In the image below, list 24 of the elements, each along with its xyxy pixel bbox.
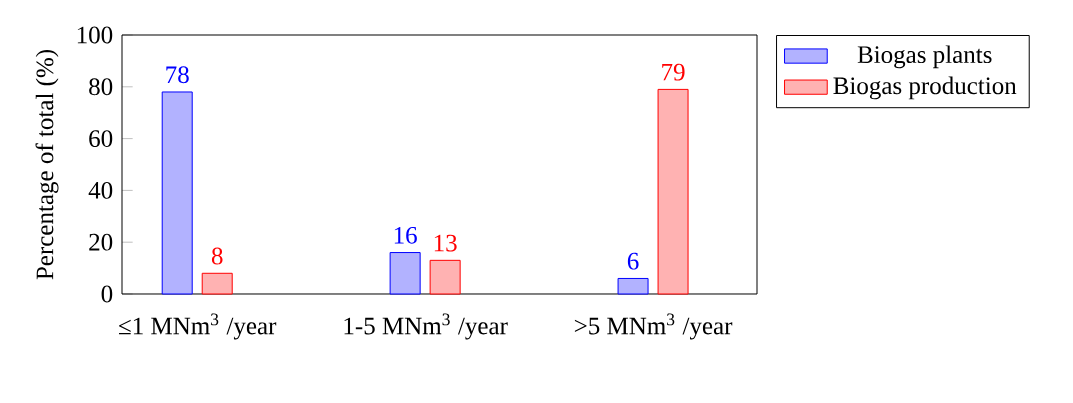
x-tick-label: 1-5 MNm$^{3}$ /year: [344, 313, 508, 340]
bar: [657, 88, 689, 295]
data-label: 16: [394, 226, 417, 244]
data-label: 8: [211, 247, 223, 265]
bar: [201, 272, 233, 295]
data-label: 13: [434, 234, 457, 252]
bar: [389, 252, 421, 295]
data-label: 78: [166, 66, 189, 84]
y-tick-label: 100: [77, 26, 113, 44]
x-tick-label: >5 MNm$^{3}$ /year: [574, 313, 733, 340]
bar: [617, 277, 649, 295]
y-tick-label: 20: [89, 233, 113, 251]
bar: [161, 91, 193, 295]
legend-label: Biogas production: [833, 76, 1017, 100]
legend-label: Biogas plants: [857, 45, 992, 69]
data-label: 6: [627, 252, 639, 270]
x-tick-label: ≤1 MNm$^{3}$ /year: [119, 313, 277, 340]
y-tick-label: 80: [89, 78, 113, 96]
y-tick-label: 0: [101, 285, 113, 303]
data-label: 79: [662, 63, 685, 81]
y-axis-title: Percentage of total (%): [35, 50, 59, 280]
y-tick-label: 60: [89, 130, 113, 148]
bar: [429, 259, 461, 295]
y-tick-label: 40: [88, 181, 113, 199]
